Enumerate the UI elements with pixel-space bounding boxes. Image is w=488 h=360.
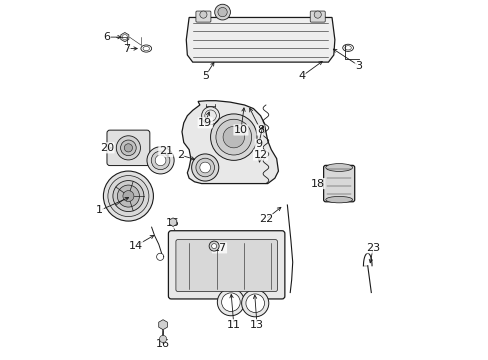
Circle shape [155,155,165,166]
FancyBboxPatch shape [323,165,354,202]
Text: 19: 19 [198,118,212,128]
Text: 7: 7 [123,44,130,54]
Circle shape [124,144,132,152]
Text: 10: 10 [233,125,247,135]
Text: 14: 14 [128,241,142,251]
Circle shape [196,158,214,177]
Circle shape [147,147,174,174]
Circle shape [245,294,264,312]
Text: 11: 11 [226,320,240,330]
Circle shape [159,336,166,342]
Text: 20: 20 [100,143,114,153]
Text: 3: 3 [355,61,362,71]
Text: 9: 9 [255,139,262,149]
Text: 23: 23 [366,243,379,253]
Text: 22: 22 [258,214,272,224]
Ellipse shape [325,197,352,203]
Polygon shape [186,18,334,62]
Text: 18: 18 [310,179,324,189]
Circle shape [116,136,140,160]
FancyBboxPatch shape [196,11,210,22]
Circle shape [214,4,230,20]
Circle shape [209,241,219,251]
Circle shape [221,293,240,311]
Text: 16: 16 [155,339,169,349]
FancyBboxPatch shape [107,130,149,166]
Circle shape [211,244,216,249]
Text: 1: 1 [96,205,103,215]
Text: 17: 17 [212,243,226,253]
Text: 13: 13 [249,320,264,330]
Circle shape [200,162,210,173]
Polygon shape [182,101,278,184]
Ellipse shape [325,163,352,171]
Circle shape [223,126,244,148]
Text: 15: 15 [166,218,180,228]
Circle shape [241,290,268,317]
Circle shape [122,190,134,202]
Polygon shape [159,320,167,330]
Polygon shape [121,32,129,42]
Circle shape [151,151,169,170]
Polygon shape [169,218,176,226]
Circle shape [218,8,227,17]
Circle shape [113,181,143,212]
Circle shape [117,185,139,207]
Circle shape [210,114,257,160]
Text: 5: 5 [201,71,208,81]
Text: 8: 8 [257,125,264,135]
Circle shape [313,11,321,18]
Circle shape [121,140,136,156]
Text: 2: 2 [176,150,183,160]
FancyBboxPatch shape [168,231,285,299]
Circle shape [200,11,206,18]
Text: 12: 12 [253,150,267,160]
Circle shape [191,154,218,181]
FancyBboxPatch shape [309,11,325,22]
Text: 21: 21 [159,147,173,157]
Circle shape [217,289,244,316]
Circle shape [103,171,153,221]
Circle shape [216,119,251,155]
Text: 6: 6 [103,32,110,42]
Text: 4: 4 [298,71,305,81]
Circle shape [108,176,149,217]
FancyBboxPatch shape [176,240,277,292]
Circle shape [122,35,127,40]
